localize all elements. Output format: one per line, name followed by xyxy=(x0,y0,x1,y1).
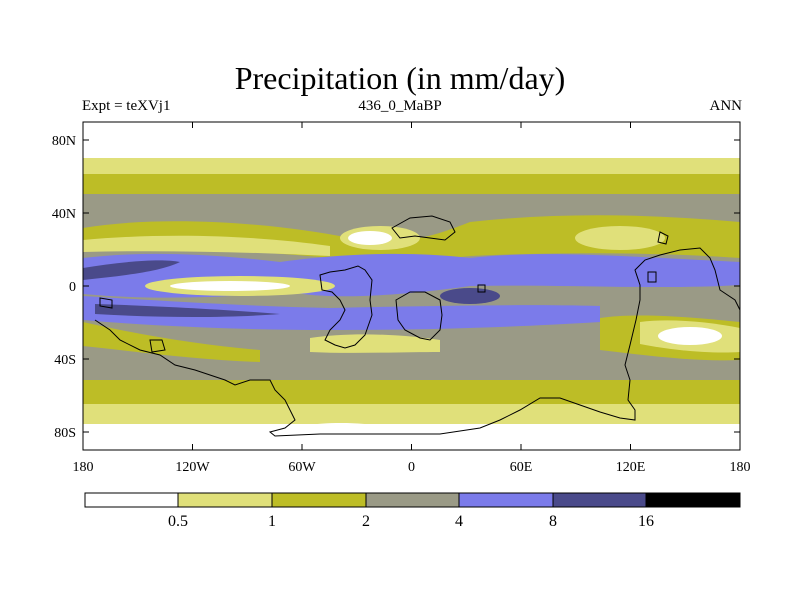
colorbar-label: 0.5 xyxy=(168,513,188,530)
lat-tick-label: 80N xyxy=(52,134,76,149)
lon-tick-label: 120W xyxy=(175,460,210,475)
island-3 xyxy=(647,271,657,283)
lon-tick-label: 120E xyxy=(616,460,646,475)
colorbar: 0.5 1 2 4 8 16 xyxy=(84,492,741,530)
lat-tick-marks xyxy=(83,139,740,433)
wet-core-east xyxy=(440,288,500,304)
colorbar-box xyxy=(272,493,366,507)
colorbar-box xyxy=(646,493,740,507)
lon-tick-label: 60E xyxy=(510,460,533,475)
season-label: ANN xyxy=(709,98,743,114)
colorbar-label: 8 xyxy=(549,513,557,530)
colorbar-box xyxy=(178,493,272,507)
colorbar-label: 2 xyxy=(362,513,370,530)
band-north-2 xyxy=(83,174,740,196)
cold-tongue-core xyxy=(170,281,290,291)
lon-tick-label: 60W xyxy=(288,460,316,475)
lat-tick-label: 80S xyxy=(54,426,76,441)
dry-core xyxy=(348,231,392,245)
colorbar-label: 4 xyxy=(455,513,463,530)
precip-field xyxy=(83,122,740,450)
band-polar-north xyxy=(83,122,740,160)
coastline-main xyxy=(94,247,741,437)
island-4 xyxy=(149,339,166,353)
colorbar-label: 16 xyxy=(638,513,654,530)
dry-patch-east xyxy=(575,226,665,250)
itcz-core-west xyxy=(83,260,180,280)
map-title: Precipitation (in mm/day) xyxy=(234,60,566,96)
south-wet-core xyxy=(95,304,280,317)
polar-dry-patch xyxy=(300,423,400,441)
coastlines xyxy=(94,215,741,437)
band-north-1 xyxy=(83,158,740,176)
lon-tick-label: 0 xyxy=(408,460,415,475)
lat-tick-label: 0 xyxy=(69,280,76,295)
dry-north xyxy=(83,235,330,256)
period-label: 436_0_MaBP xyxy=(358,98,442,114)
south-subtropics-west xyxy=(83,322,260,362)
continent-2 xyxy=(395,291,443,341)
continent-3 xyxy=(391,215,456,241)
colorbar-box xyxy=(553,493,646,507)
experiment-label: Expt = teXVj1 xyxy=(82,98,171,114)
island-2 xyxy=(477,284,486,293)
dry-south-central xyxy=(310,334,440,353)
south-wet-band xyxy=(83,296,600,330)
lat-tick-label: 40N xyxy=(52,207,76,222)
colorbar-box xyxy=(366,493,459,507)
lon-tick-marks xyxy=(82,122,631,450)
colorbar-box xyxy=(459,493,553,507)
band-south-1 xyxy=(83,404,740,426)
island-1 xyxy=(657,231,669,245)
lon-tick-label: 180 xyxy=(730,460,751,475)
dry-core-south-east xyxy=(658,327,722,345)
lon-tick-label: 180 xyxy=(73,460,94,475)
continent-1 xyxy=(319,265,373,349)
lat-tick-label: 40S xyxy=(54,353,76,368)
island-5 xyxy=(99,297,113,309)
colorbar-box xyxy=(85,493,178,507)
band-south-2 xyxy=(83,380,740,408)
colorbar-label: 1 xyxy=(268,513,276,530)
